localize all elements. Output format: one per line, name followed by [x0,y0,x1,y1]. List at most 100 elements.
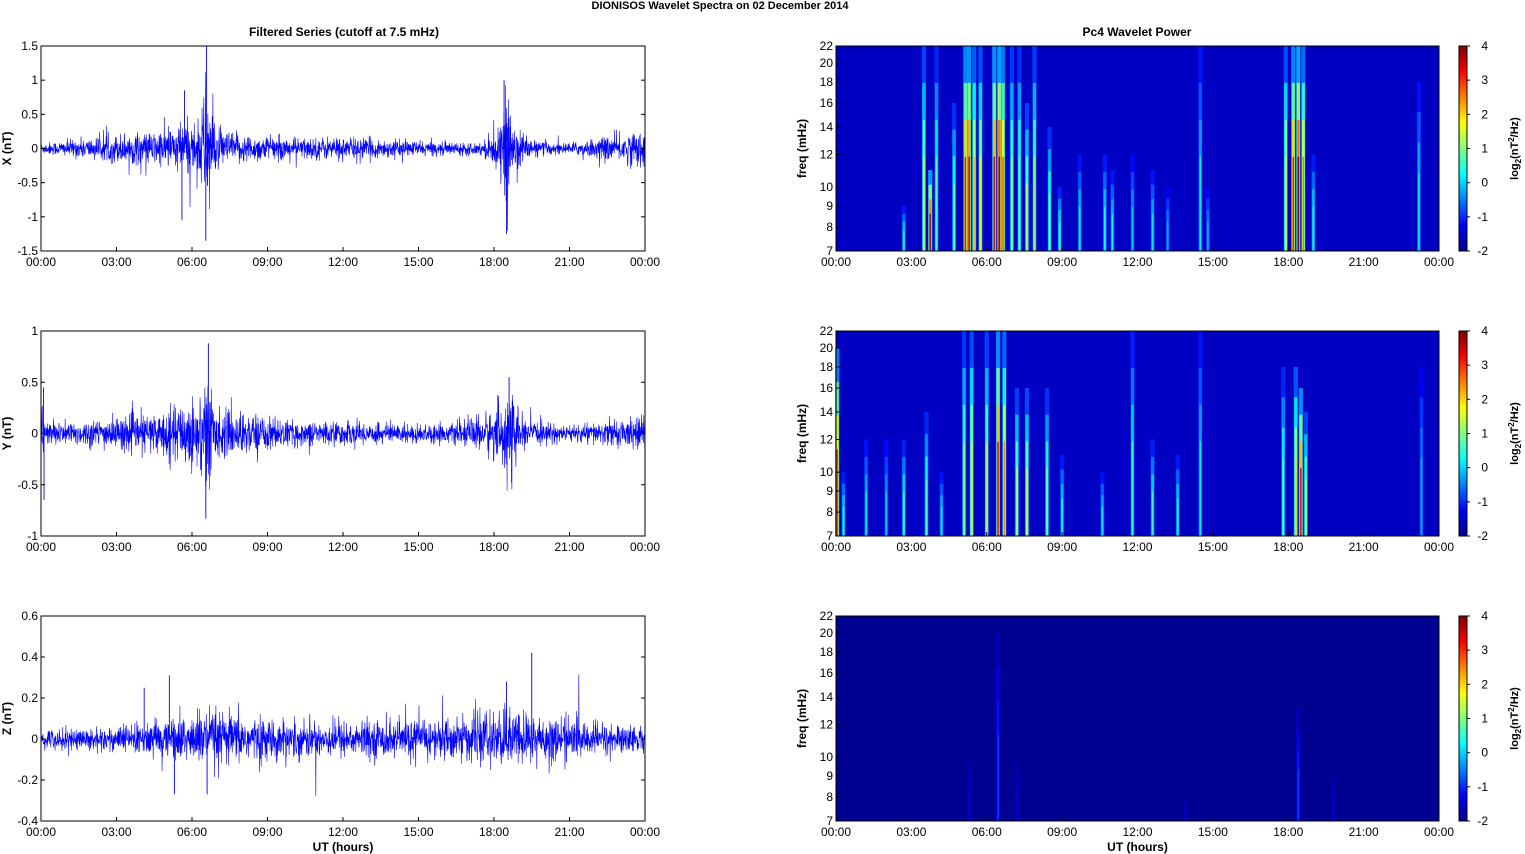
freq-tick-label: 14 [820,405,834,419]
spectral-burst [1176,498,1179,536]
timeseries-xtick-label: 21:00 [554,825,584,839]
spectral-burst [968,791,970,821]
spectral-burst [940,506,943,536]
timeseries-xtick-label: 18:00 [479,255,509,269]
spectral-burst [964,156,967,251]
timeseries-xtick-label: 21:00 [554,540,584,554]
colorbar: -2 -1 0 1 2 3 4 log2(nT2/Hz) [1458,324,1523,543]
xlabel: UT (hours) [1107,840,1168,854]
spectral-burst [997,441,999,536]
timeseries-xtick-label: 21:00 [554,255,584,269]
timeseries-xtick-label: 18:00 [479,540,509,554]
freq-tick-label: 16 [820,96,834,110]
timeseries-xtick-label: 06:00 [177,255,207,269]
trace-line [40,386,646,491]
colorbar-tick-label: 3 [1481,643,1488,657]
spectral-burst [963,441,965,536]
spectral-burst [929,213,931,251]
spectral-burst [1297,770,1300,821]
wavelet-xtick-label: 00:00 [821,825,851,839]
freq-tick-label: 7 [826,244,833,258]
trace-line [40,674,646,796]
ytick-label: 0 [31,732,38,746]
ytick-label: -1.5 [17,244,38,258]
spectral-burst [973,156,975,251]
wavelet-xtick-label: 03:00 [896,255,926,269]
colorbar: -2 -1 0 1 2 3 4 log2(nT2/Hz) [1458,39,1523,258]
freq-tick-label: 8 [826,505,833,519]
spectral-burst [1101,506,1104,536]
spectral-burst [1297,156,1300,251]
colorbar-tick-label: 0 [1481,176,1488,190]
colorbar-tick-label: 3 [1481,358,1488,372]
spectral-burst [1018,156,1021,251]
freq-tick-label: 22 [820,39,834,53]
wavelet-xtick-label: 12:00 [1122,540,1152,554]
ytick-label: 0 [31,427,38,441]
colorbar-tick-label: 1 [1481,712,1488,726]
timeseries-panel-2: -1 -0.5 0 0.5 1 00:00 03:00 06:00 09:00 12:00 15:0… [0,324,660,554]
timeseries-xtick-label: 00:00 [26,825,56,839]
spectral-burst [968,156,970,251]
wavelet-xtick-label: 00:00 [821,540,851,554]
timeseries-xtick-label: 09:00 [252,255,282,269]
ytick-label: 0.2 [21,691,38,705]
colorbar-label: log2(nT2/Hz) [1507,117,1523,180]
freq-tick-label: 18 [820,645,834,659]
spectral-burst [1282,458,1284,536]
timeseries-xtick-label: 03:00 [101,255,131,269]
timeseries-panel-1: -1.5 -1 -0.5 0 0.5 1 1.5 00:00 03:00 06:00 09:00 12… [0,39,660,269]
ytick-label: 0.5 [21,107,38,121]
freq-tick-label: 14 [820,120,834,134]
freq-tick-label: 16 [820,666,834,680]
ylabel: Z (nT) [0,702,14,735]
freq-tick-label: 8 [826,220,833,234]
freq-tick-label: 10 [820,750,834,764]
wavelet-xtick-label: 12:00 [1122,825,1152,839]
timeseries-xtick-label: 00:00 [26,255,56,269]
colorbar-tick-label: -1 [1477,495,1488,509]
wavelet-xtick-label: 21:00 [1349,825,1379,839]
colorbar-tick-label: 4 [1481,609,1488,623]
spectral-burst [1048,193,1051,251]
freq-tick-label: 12 [820,148,834,162]
spectral-burst [1418,173,1420,251]
spectral-burst [1078,206,1081,251]
ytick-label: 0.4 [21,650,38,664]
timeseries-xtick-label: 03:00 [101,825,131,839]
colorbar-tick-label: 1 [1481,142,1488,156]
spectral-burst [1302,156,1305,251]
wavelet-xtick-label: 21:00 [1349,540,1379,554]
freq-tick-label: 7 [826,814,833,828]
freq-tick-label: 20 [820,341,834,355]
wavelet-xtick-label: 12:00 [1122,255,1152,269]
wavelet-xtick-label: 09:00 [1047,255,1077,269]
ytick-label: -0.4 [17,814,38,828]
spectral-burst [1312,206,1315,251]
ytick-label: -1 [27,529,38,543]
wavelet-xtick-label: 15:00 [1198,540,1228,554]
spectral-burst [993,156,996,251]
spectral-burst [1332,800,1335,821]
spectral-burst [979,156,982,251]
spectral-burst [1026,182,1028,251]
ytick-label: -0.5 [17,176,38,190]
colorbar-tick-label: 2 [1481,107,1488,121]
freq-tick-label: 22 [820,324,834,338]
timeseries-xtick-label: 15:00 [403,825,433,839]
wavelet-xtick-label: 06:00 [972,255,1002,269]
wavelet-xtick-label: 00:00 [1424,825,1454,839]
spectral-burst [935,156,938,251]
spectral-burst [1016,791,1018,821]
wavelet-xtick-label: 18:00 [1273,825,1303,839]
timeseries-xtick-label: 09:00 [252,825,282,839]
spectral-burst [1131,206,1134,251]
freq-tick-label: 9 [826,769,833,783]
spectral-burst [1131,441,1134,536]
ytick-label: 0.5 [21,375,38,389]
timeseries-panel-3: -0.4 -0.2 0 0.2 0.4 0.6 00:00 03:00 06:00 09:00 12… [0,609,660,854]
ytick-label: -1 [27,210,38,224]
